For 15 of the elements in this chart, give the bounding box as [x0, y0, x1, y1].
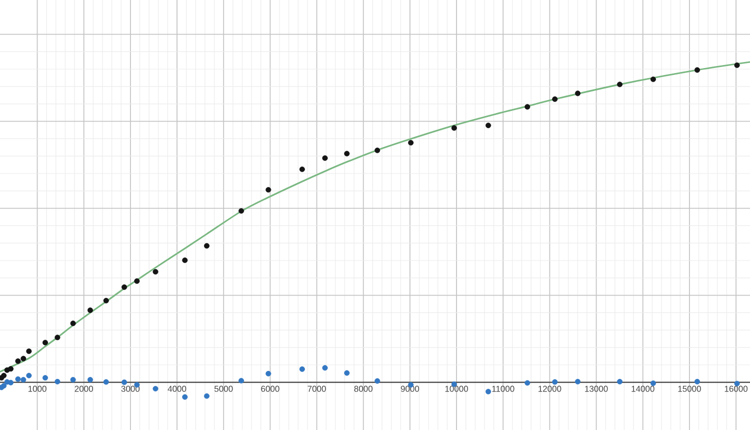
x-tick-label: 15000 [678, 386, 701, 392]
x-tick-label: 5000 [214, 386, 233, 392]
x-tick-label: 6000 [261, 386, 280, 392]
x-tick-label: 1000 [28, 386, 46, 392]
x-tick-label: 8000 [354, 386, 372, 392]
x-tick-label: 12000 [538, 386, 562, 392]
x-tick-label: 13000 [585, 386, 608, 392]
x-tick-label: 11000 [492, 386, 514, 392]
x-tick-label: 4000 [168, 386, 186, 392]
x-tick-label: 7000 [308, 386, 326, 392]
x-tick-label: 9000 [400, 386, 420, 392]
x-tick-label: 16000 [724, 386, 748, 392]
x-tick-label: 14000 [632, 386, 654, 392]
x-tick-label: 2000 [74, 386, 93, 392]
x-tick-label: 10000 [445, 386, 468, 392]
